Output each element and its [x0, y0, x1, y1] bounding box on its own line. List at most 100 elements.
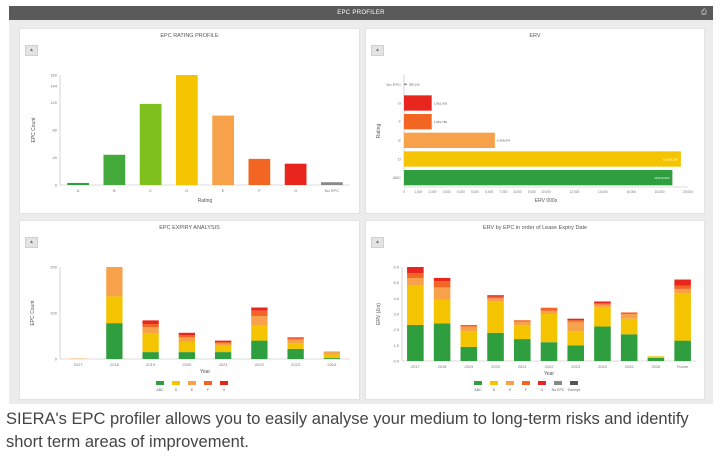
x-tick-label: 2,000 — [428, 190, 436, 194]
y-tick-label: 200 — [50, 265, 57, 270]
bar-segment — [142, 324, 159, 328]
bar — [404, 83, 407, 86]
bar-segment — [433, 323, 451, 361]
panel-title: EPC EXPIRY ANALYSIS — [159, 225, 220, 231]
data-label: 1,951,780 — [434, 120, 448, 124]
bar-segment — [407, 273, 424, 278]
bar-segment — [487, 332, 504, 361]
bar — [212, 115, 234, 185]
bar-segment — [620, 318, 638, 335]
profiler-title: EPC PROFILER — [337, 10, 385, 16]
bar-segment — [540, 310, 558, 314]
y-tick-label: 4.0 — [393, 296, 399, 301]
bar-segment — [251, 325, 268, 341]
bar-segment — [407, 267, 424, 274]
export-icon[interactable]: ▲ — [25, 45, 38, 56]
export-icon[interactable]: ▲ — [25, 237, 38, 248]
y-tick-label: 80 — [53, 128, 58, 133]
panel-title: ERV by EPC in order of Lease Expiry Date — [482, 225, 588, 231]
y-tick-label: 2.0 — [393, 327, 399, 332]
bar-segment — [674, 285, 691, 289]
profiler-header: EPC PROFILER ⎙ — [9, 6, 713, 20]
y-tick-label: 5.0 — [393, 280, 399, 285]
x-tick-label: 2018 — [438, 364, 448, 369]
legend-swatch — [188, 381, 196, 385]
legend-swatch — [172, 381, 180, 385]
x-tick-label: 2019 — [464, 364, 474, 369]
x-tick-label: B — [113, 188, 116, 193]
x-tick-label: 4,000 — [457, 190, 465, 194]
y-tick-label: 1.0 — [393, 343, 399, 348]
x-tick-label: 2023 — [571, 364, 581, 369]
data-label: 1,915,003 — [434, 101, 448, 105]
bar-segment — [287, 338, 304, 340]
legend-label: G — [541, 388, 544, 392]
x-axis-label: Rating — [198, 198, 213, 204]
bar-segment — [567, 320, 585, 322]
y-tick-label: 144 — [50, 84, 57, 89]
x-axis-label: ERV 000s — [535, 198, 558, 204]
legend-swatch — [522, 381, 530, 385]
bar-segment — [214, 343, 232, 346]
bar-segment — [287, 337, 304, 339]
export-icon[interactable]: ▲ — [371, 237, 384, 248]
x-tick-label: 2023 — [291, 362, 301, 367]
legend-swatch — [156, 381, 164, 385]
bar-segment — [106, 323, 123, 359]
panel-title: EPC RATING PROFILE — [160, 33, 219, 39]
panel-title: ERV — [529, 33, 541, 39]
x-tick-label: No EPC — [325, 188, 340, 193]
bar-segment — [251, 310, 268, 317]
bar-segment — [323, 352, 341, 355]
bar-segment — [567, 321, 585, 332]
bar-segment — [594, 326, 611, 361]
bar-segment — [178, 352, 196, 359]
bar-segment — [567, 345, 585, 361]
bar — [404, 132, 495, 148]
y-tick-label: 0 — [55, 357, 58, 362]
x-tick-label: E — [222, 188, 225, 193]
legend-swatch — [474, 381, 482, 385]
x-tick-label: 7,000 — [499, 190, 507, 194]
x-tick-label: 9,000 — [528, 190, 536, 194]
bar-segment — [214, 340, 232, 342]
bar — [404, 170, 673, 186]
y-tick-label: D — [398, 157, 401, 162]
legend-label: No EPC — [552, 388, 565, 392]
bar-segment — [487, 301, 504, 333]
bar — [103, 154, 126, 185]
bar-segment — [540, 342, 558, 361]
bar-segment — [178, 332, 196, 336]
x-tick-label: 2022 — [255, 362, 265, 367]
x-tick-label: F — [258, 188, 261, 193]
legend-swatch — [220, 381, 228, 385]
bar-segment — [178, 335, 196, 338]
legend-label: E — [191, 388, 194, 392]
y-tick-label: 40 — [53, 155, 58, 160]
bar-segment — [323, 358, 341, 359]
bar-segment — [594, 304, 611, 308]
bar-segment — [251, 340, 268, 359]
bar-segment — [433, 299, 451, 324]
x-tick-label: 0 — [403, 190, 405, 194]
bar-segment — [142, 352, 159, 359]
bar-segment — [433, 281, 451, 288]
bar-segment — [567, 331, 585, 346]
y-axis-label: ERV (£m) — [376, 303, 382, 325]
bar-segment — [594, 301, 611, 304]
export-icon[interactable]: ▲ — [371, 45, 384, 56]
bar-segment — [620, 314, 638, 319]
print-icon[interactable]: ⎙ — [701, 9, 707, 16]
x-tick-label: 5,000 — [471, 190, 479, 194]
x-tick-label: 18,000 — [655, 190, 665, 194]
bar — [284, 163, 307, 185]
bar-segment — [214, 341, 232, 344]
bar-segment — [407, 324, 424, 361]
bar-segment — [540, 307, 558, 311]
legend-label: Exempt — [568, 388, 580, 392]
erv-by-expiry-panel: ERV by EPC in order of Lease Expiry Date… — [365, 220, 705, 400]
bar-segment — [142, 327, 159, 334]
bar — [176, 75, 198, 185]
y-tick-label: 100 — [50, 311, 57, 316]
bar — [404, 151, 681, 167]
